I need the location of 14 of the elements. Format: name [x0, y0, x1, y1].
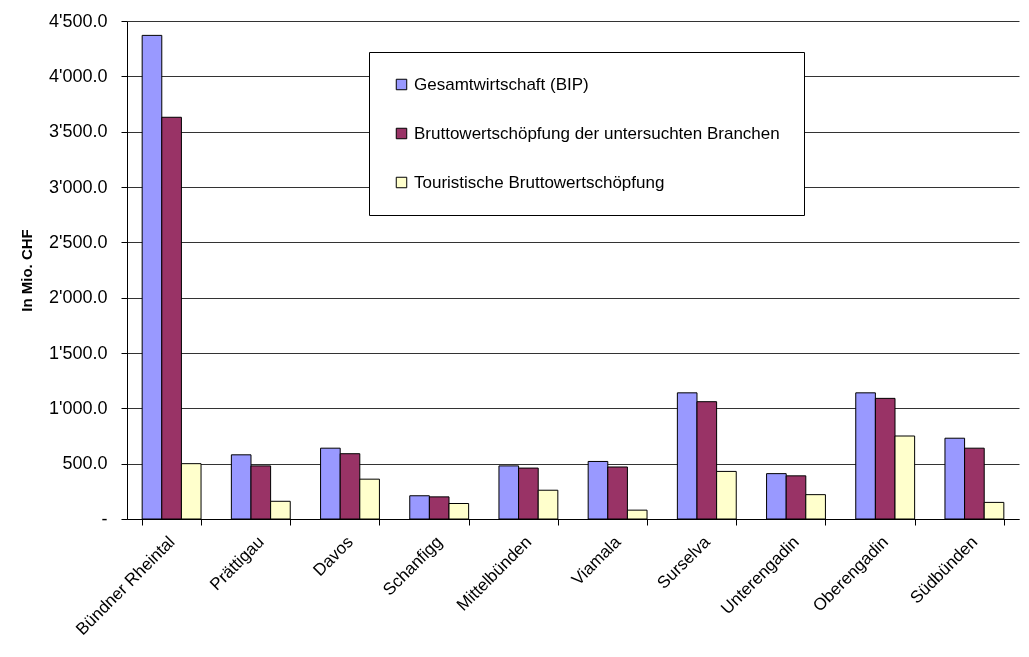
y-tick-label: 2'000.0 — [49, 287, 108, 308]
y-tick-label: 4'500.0 — [49, 10, 108, 31]
legend-label: Gesamtwirtschaft (BIP) — [414, 74, 589, 94]
y-axis-title: In Mio. CHF — [18, 229, 36, 312]
y-tick-label: 3'000.0 — [49, 176, 108, 197]
y-tick-label: 4'000.0 — [49, 65, 108, 86]
legend-label: Bruttowertschöpfung der untersuchten Branchen — [414, 123, 780, 143]
y-tick-label: 3'500.0 — [49, 121, 108, 142]
y-tick-label: 1'000.0 — [49, 397, 108, 418]
y-tick-label: - — [101, 508, 108, 529]
y-tick-label: 2'500.0 — [49, 231, 108, 252]
legend-label: Touristische Bruttowertschöpfung — [414, 172, 665, 192]
y-tick-label: 1'500.0 — [49, 342, 108, 363]
y-tick-label: 500.0 — [62, 453, 108, 474]
